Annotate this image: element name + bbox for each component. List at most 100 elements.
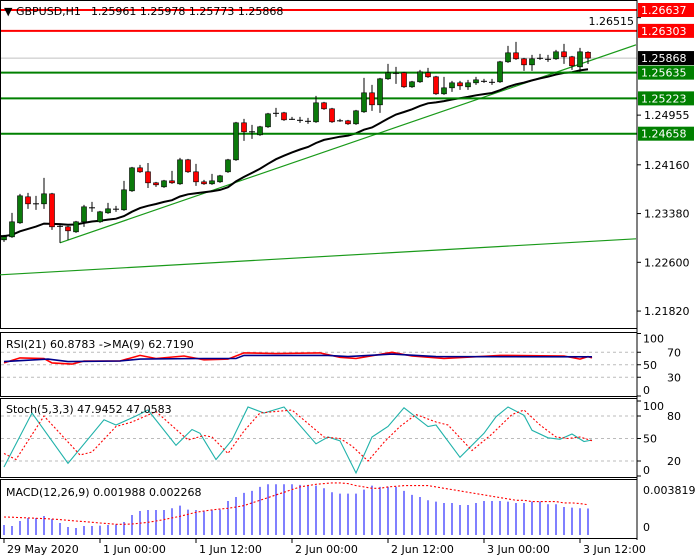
time-axis-label: 3 Jun 12:00 [583, 543, 646, 556]
candle-body [201, 181, 207, 185]
level-price-tag [638, 126, 694, 141]
rsi-title: RSI(21) 60.8783 ->MA(9) 62.7190 [6, 338, 194, 351]
level-price-label: 1.26637 [641, 4, 687, 17]
candle [233, 121, 239, 161]
candle [73, 220, 79, 233]
candle [305, 117, 311, 124]
candle [81, 204, 87, 227]
price-axis-label: 1.26515 [589, 15, 635, 28]
rsi-series-signal [3, 353, 593, 363]
candle-body [161, 180, 167, 188]
candle [577, 47, 583, 72]
macd-axis-label: 0 [643, 521, 650, 534]
candle-body [369, 92, 375, 106]
candle [345, 119, 351, 125]
candle-body [577, 51, 583, 68]
candle [393, 66, 399, 84]
level-price-label: 1.24658 [641, 128, 687, 141]
candle [265, 112, 271, 128]
level-price-tag [638, 3, 694, 17]
candle-body [17, 195, 23, 224]
level-price-tag [638, 65, 694, 80]
candle-body [313, 102, 319, 123]
candle [217, 174, 223, 183]
candle [49, 192, 55, 230]
trendline [59, 44, 637, 244]
candle [369, 84, 375, 111]
candle-body [361, 92, 367, 113]
candle-body [449, 82, 455, 89]
candle [585, 51, 591, 64]
candle-body [73, 221, 79, 233]
candle [409, 80, 415, 88]
candle [185, 158, 191, 173]
candle-body [473, 79, 479, 84]
candle-body [209, 180, 215, 185]
candle [177, 157, 183, 185]
candle-body [521, 58, 527, 66]
stoch-title: Stoch(5,3,3) 47.9452 47.0583 [6, 403, 172, 416]
candle [289, 116, 295, 120]
candle [57, 224, 63, 243]
candle [145, 162, 151, 188]
candle [137, 164, 143, 173]
indicator-axis-label: 70 [667, 346, 681, 359]
macd-axis-label: 0.003819 [643, 484, 696, 497]
candle [457, 80, 463, 90]
candle-body [329, 108, 335, 123]
candle-body [529, 58, 535, 66]
candle [377, 77, 383, 113]
candle [193, 163, 199, 186]
candle [449, 80, 455, 92]
candle [497, 60, 503, 83]
candle-body [177, 159, 183, 185]
indicator-axis-label: 100 [643, 333, 664, 346]
time-axis-label: 2 Jun 12:00 [391, 543, 454, 556]
chart-header-ohlc: 1.25961 1.25978 1.25773 1.25868 [91, 5, 283, 18]
candle [169, 170, 175, 184]
candle [537, 53, 543, 60]
candle [553, 49, 559, 60]
candle-body [97, 211, 103, 223]
indicator-axis-label: 0 [643, 384, 650, 397]
candle-body [505, 52, 511, 63]
candle-body [561, 51, 567, 58]
candle [529, 54, 535, 71]
candle-body [553, 51, 559, 60]
candle-body [137, 167, 143, 173]
candle [129, 166, 135, 192]
candle-body [433, 76, 439, 95]
candle-body [25, 196, 31, 205]
candle-body [1, 236, 7, 241]
candle-body [377, 78, 383, 106]
candle [33, 195, 39, 210]
candle [361, 77, 367, 113]
candle-body [257, 126, 263, 136]
level-price-tag [638, 91, 694, 106]
candle [505, 45, 511, 63]
level-price-label: 1.26303 [641, 25, 687, 38]
candle-body [265, 113, 271, 128]
candle [433, 75, 439, 95]
stoch-series-signal [3, 409, 593, 462]
candle [521, 57, 527, 71]
candle-body [401, 72, 407, 88]
candle [209, 173, 215, 185]
candle [569, 55, 575, 70]
candle [257, 125, 263, 136]
candle-body [121, 189, 127, 211]
candle-body [345, 120, 351, 125]
candle [41, 177, 47, 209]
candle-body [457, 82, 463, 87]
candle [153, 181, 159, 187]
candle [441, 76, 447, 95]
time-axis-label: 3 Jun 00:00 [487, 543, 550, 556]
candle [161, 179, 167, 188]
trendline [0, 238, 637, 276]
candle-body [281, 112, 287, 121]
indicator-axis-label: 0 [643, 464, 650, 477]
indicator-axis-label: 50 [643, 433, 657, 446]
indicator-axis-label: 30 [667, 371, 681, 384]
candle [249, 124, 255, 139]
